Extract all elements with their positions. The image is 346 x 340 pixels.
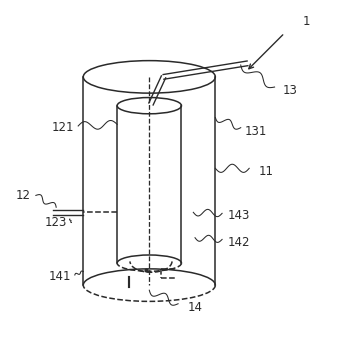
Text: 11: 11 bbox=[258, 165, 274, 178]
Text: 142: 142 bbox=[228, 236, 250, 249]
Text: 14: 14 bbox=[188, 301, 202, 313]
Text: 13: 13 bbox=[282, 84, 297, 97]
Text: 1: 1 bbox=[303, 15, 310, 28]
Text: 123: 123 bbox=[45, 216, 67, 229]
Text: 143: 143 bbox=[228, 209, 250, 222]
Text: 131: 131 bbox=[245, 124, 267, 138]
Text: 141: 141 bbox=[48, 270, 71, 283]
Text: 121: 121 bbox=[52, 121, 74, 134]
Text: 12: 12 bbox=[16, 189, 31, 202]
